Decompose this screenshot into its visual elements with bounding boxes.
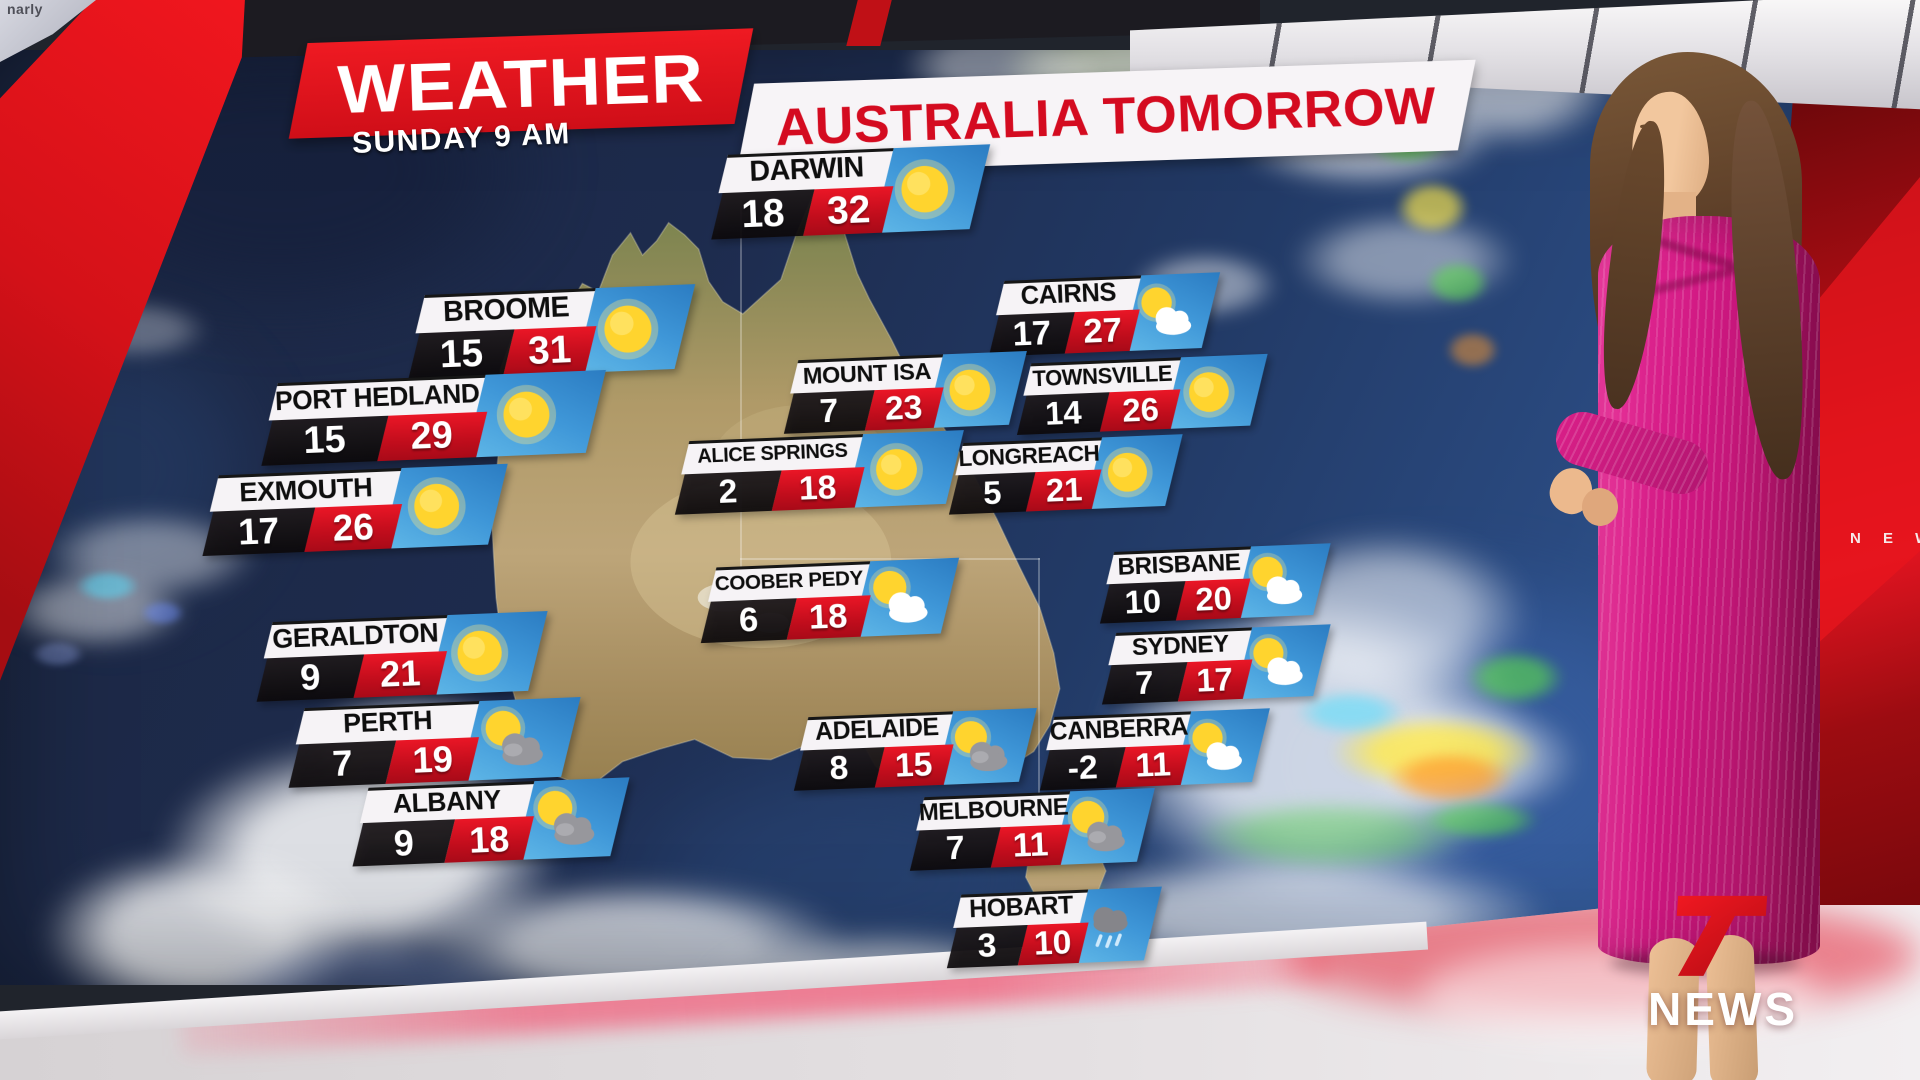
- cloud-radar-blob: [1385, 750, 1515, 805]
- cloud-radar-blob: [75, 570, 140, 602]
- australia-landmass: [491, 167, 1107, 919]
- watermark-label: narly: [7, 1, 43, 17]
- weather-banner-label: WEATHER: [336, 39, 706, 128]
- state-border-line: [1038, 558, 1040, 808]
- cloud-radar-blob: [1445, 330, 1500, 370]
- cloud-radar-blob: [1420, 800, 1540, 840]
- cloud-radar-blob: [1295, 690, 1405, 735]
- channel-logo: NEWS: [1608, 878, 1838, 1043]
- cloud-radar-blob: [1130, 250, 1280, 320]
- state-border-line: [740, 200, 742, 608]
- cloud-radar-blob: [30, 640, 85, 668]
- cloud-radar-blob: [965, 905, 1020, 935]
- cloud-radar-blob: [1465, 650, 1565, 705]
- cloud-radar-blob: [300, 690, 520, 800]
- cloud-radar-blob: [1395, 180, 1470, 235]
- cloud-radar-blob: [40, 850, 360, 985]
- cloud-radar-blob: [140, 600, 185, 626]
- weather-presenter: [1490, 30, 1920, 1080]
- australia-tomorrow-label: AUSTRALIA TOMORROW: [774, 77, 1438, 157]
- state-border-line: [740, 558, 1040, 560]
- cloud-radar-blob: [1425, 260, 1490, 305]
- channel-name-label: NEWS: [1648, 983, 1798, 1035]
- seven-icon: [1676, 895, 1768, 976]
- wall-news-text: N E W: [1850, 530, 1920, 547]
